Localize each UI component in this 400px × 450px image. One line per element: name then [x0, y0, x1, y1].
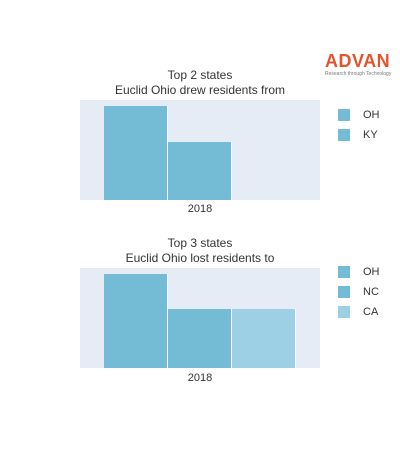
chart-1-x-tick-label: 2018 [187, 203, 213, 215]
logo-wordmark: ADVAN [325, 51, 391, 71]
legend-label: NC [363, 286, 379, 298]
legend-swatch [338, 109, 350, 121]
chart-2-x-tick-label: 2018 [187, 372, 213, 384]
chart-2-title-line-2: Euclid Ohio lost residents to [125, 251, 275, 265]
legend-label: OH [363, 109, 380, 121]
legend-item-oh[interactable]: OH [338, 262, 380, 282]
legend-item-oh[interactable]: OH [338, 105, 380, 125]
legend-label: OH [363, 266, 380, 278]
bar-oh[interactable] [104, 273, 168, 368]
legend-swatch [338, 306, 350, 318]
bar-ky[interactable] [168, 141, 232, 200]
advan-logo: ADVAN Research through Technology [325, 52, 395, 77]
chart-2-title-line-1: Top 3 states [167, 236, 233, 250]
bar-nc[interactable] [168, 308, 232, 368]
chart-2-legend: OH NC CA [338, 262, 380, 322]
logo-tagline: Research through Technology [325, 71, 392, 77]
chart-1-title-line-1: Top 2 states [167, 68, 233, 82]
bar-oh[interactable] [104, 105, 168, 200]
legend-swatch [338, 286, 350, 298]
chart-1-plot-area [80, 100, 320, 200]
chart-1-legend: OH KY [338, 105, 380, 145]
chart-1-title-line-2: Euclid Ohio drew residents from [114, 83, 286, 97]
chart-2-plot-area [80, 268, 320, 368]
legend-swatch [338, 266, 350, 278]
chart-1-title: Top 2 states Euclid Ohio drew residents … [80, 68, 320, 98]
chart-2-title: Top 3 states Euclid Ohio lost residents … [80, 236, 320, 266]
legend-item-ky[interactable]: KY [338, 125, 380, 145]
legend-item-nc[interactable]: NC [338, 282, 380, 302]
legend-swatch [338, 129, 350, 141]
legend-label: KY [363, 129, 378, 141]
legend-item-ca[interactable]: CA [338, 302, 380, 322]
bar-ca[interactable] [232, 308, 296, 368]
legend-label: CA [363, 306, 379, 318]
